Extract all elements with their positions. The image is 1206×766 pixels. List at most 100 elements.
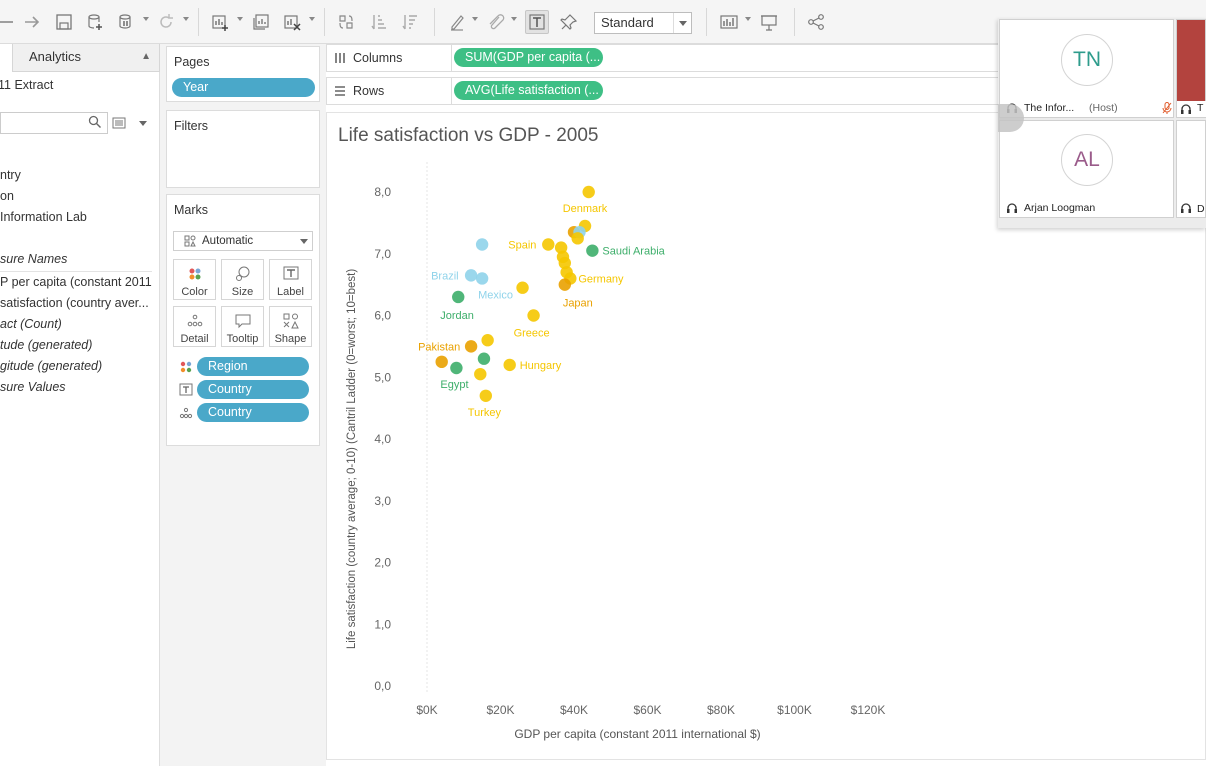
marks-size-button[interactable]: Size [221, 259, 264, 300]
columns-pill-gdp[interactable]: SUM(GDP per capita (... [454, 48, 603, 67]
data-point [450, 361, 463, 375]
data-source-name[interactable]: 11 Extract [0, 78, 54, 92]
mark-type-value: Automatic [202, 235, 254, 247]
field-life-satisfaction[interactable]: satisfaction (country aver... [0, 296, 149, 310]
clear-dropdown-caret[interactable] [309, 17, 315, 21]
x-tick-label: $100K [777, 703, 812, 717]
field-gdp-per-capita[interactable]: P per capita (constant 2011 ... [0, 275, 155, 289]
marks-color-button[interactable]: Color [173, 259, 216, 300]
sort-descending-icon[interactable] [398, 10, 422, 34]
y-tick-label: 5,0 [374, 370, 391, 384]
point-label: Germany [578, 273, 624, 285]
point-label: Japan [563, 298, 593, 310]
show-labels-icon[interactable] [525, 10, 549, 34]
participant-tile-partial[interactable]: D [1176, 120, 1206, 218]
marks-pill-region[interactable]: Region [197, 357, 309, 376]
data-point [582, 185, 595, 199]
point-label: Brazil [431, 270, 459, 282]
automatic-mark-icon [184, 235, 196, 247]
marks-label-button[interactable]: Label [269, 259, 312, 300]
highlight-dropdown-caret[interactable] [472, 17, 478, 21]
chevron-down-icon [300, 239, 308, 244]
chevron-down-icon [673, 13, 691, 33]
back-icon[interactable] [0, 10, 18, 34]
toolbar-divider [198, 8, 199, 36]
mark-type-dropdown[interactable]: Automatic [173, 231, 313, 251]
highlight-icon[interactable] [445, 10, 469, 34]
clear-sheet-icon[interactable] [280, 10, 304, 34]
marks-detail-label: Detail [180, 333, 209, 345]
toolbar-divider [706, 8, 707, 36]
marks-tooltip-button[interactable]: Tooltip [221, 306, 264, 347]
field-extract-count[interactable]: act (Count) [0, 317, 62, 331]
marks-card: Marks Automatic Color Size Label Detail [166, 194, 320, 446]
y-tick-label: 8,0 [374, 185, 391, 199]
fit-dropdown[interactable]: Standard [594, 12, 692, 34]
field-measure-names[interactable]: sure Names [0, 252, 68, 266]
share-icon[interactable] [804, 10, 828, 34]
show-me-icon[interactable] [717, 10, 741, 34]
marks-tooltip-label: Tooltip [226, 333, 259, 345]
fix-axes-icon[interactable] [557, 10, 581, 34]
duplicate-sheet-icon[interactable] [249, 10, 273, 34]
rows-label-text: Rows [353, 84, 385, 98]
swap-axes-icon[interactable] [334, 10, 358, 34]
columns-shelf[interactable]: Columns SUM(GDP per capita (... [326, 44, 1006, 72]
headphones-icon [1007, 203, 1017, 213]
save-icon[interactable] [52, 10, 76, 34]
avatar: TN [1061, 34, 1113, 86]
participant-tile-video[interactable]: T [1176, 19, 1206, 118]
sort-ascending-icon[interactable] [367, 10, 391, 34]
data-point [452, 290, 465, 304]
toolbar-divider [434, 8, 435, 36]
x-tick-label: $60K [633, 703, 661, 717]
marks-pill-country-detail[interactable]: Country [197, 403, 309, 422]
new-worksheet-icon[interactable] [208, 10, 232, 34]
point-label: Saudi Arabia [602, 246, 665, 258]
tab-analytics-label: Analytics [29, 49, 82, 64]
rows-pill-life-satisfaction[interactable]: AVG(Life satisfaction (... [454, 81, 603, 100]
show-me-dropdown-caret[interactable] [745, 17, 751, 21]
marks-pill-country-label[interactable]: Country [197, 380, 309, 399]
group-icon[interactable] [484, 10, 508, 34]
view-list-icon[interactable] [112, 116, 126, 130]
pane-divider [0, 271, 152, 272]
pages-pill-year[interactable]: Year [172, 78, 315, 97]
toolbar-divider [324, 8, 325, 36]
field-measure-values[interactable]: sure Values [0, 380, 66, 394]
refresh-dropdown-caret[interactable] [183, 17, 189, 21]
presentation-icon[interactable] [757, 10, 781, 34]
participant-tile-arjan[interactable]: AL Arjan Loogman [999, 120, 1174, 218]
search-input[interactable] [0, 112, 108, 134]
field-latitude[interactable]: tude (generated) [0, 338, 93, 352]
cards-column: Pages Year Filters Marks Automatic Color… [160, 44, 326, 766]
scatter-chart[interactable]: 0,0 1,0 2,0 3,0 4,0 5,0 6,0 7,0 8,0 $0K $20K $40K $6… [327, 113, 1205, 759]
field-country[interactable]: ntry [0, 168, 21, 182]
field-region[interactable]: on [0, 189, 14, 203]
field-information-lab[interactable]: Information Lab [0, 210, 87, 224]
size-icon [236, 266, 250, 281]
panel-drag-handle[interactable] [998, 104, 1024, 132]
group-dropdown-caret[interactable] [511, 17, 517, 21]
pause-update-icon[interactable] [114, 10, 138, 34]
color-icon [180, 361, 192, 373]
new-data-source-icon[interactable] [83, 10, 107, 34]
forward-icon[interactable] [20, 10, 44, 34]
x-tick-label: $20K [486, 703, 514, 717]
marks-detail-button[interactable]: Detail [173, 306, 216, 347]
rows-shelf[interactable]: Rows AVG(Life satisfaction (... [326, 77, 1006, 105]
x-tick-label: $120K [851, 703, 886, 717]
refresh-icon[interactable] [154, 10, 178, 34]
data-point [464, 269, 478, 282]
point-label: Spain [508, 239, 536, 251]
marks-shape-button[interactable]: Shape [269, 306, 312, 347]
participant-tile-host[interactable]: TN The Infor... (Host) [999, 19, 1174, 118]
participant-name: D [1197, 203, 1205, 215]
y-axis-title: Life satisfaction (country average; 0-10… [346, 269, 358, 649]
worksheet-dropdown-caret[interactable] [237, 17, 243, 21]
chevron-down-icon[interactable] [139, 121, 147, 126]
field-longitude[interactable]: gitude (generated) [0, 359, 103, 373]
tab-analytics[interactable]: Analytics ▲ [12, 44, 160, 72]
pause-dropdown-caret[interactable] [143, 17, 149, 21]
marks-label-label: Label [277, 286, 304, 298]
